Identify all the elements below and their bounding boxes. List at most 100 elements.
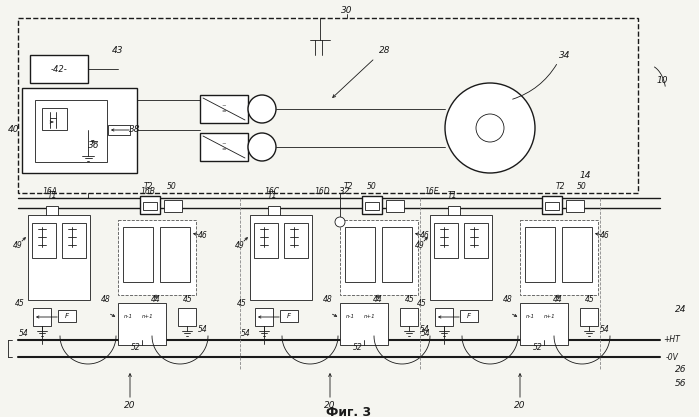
Text: 44: 44 xyxy=(553,296,563,304)
Bar xyxy=(365,202,379,210)
Bar xyxy=(400,308,418,326)
Text: 10: 10 xyxy=(656,75,668,85)
Text: +HT: +HT xyxy=(663,336,680,344)
Text: 48: 48 xyxy=(503,296,513,304)
Bar xyxy=(520,220,598,295)
Text: n-1: n-1 xyxy=(124,314,133,319)
Bar xyxy=(62,223,86,258)
Text: 49: 49 xyxy=(235,241,245,249)
Bar xyxy=(143,202,157,210)
Text: 46: 46 xyxy=(600,231,610,239)
Bar xyxy=(42,108,67,130)
Text: T2: T2 xyxy=(143,181,153,191)
Text: 38: 38 xyxy=(129,126,140,135)
Bar xyxy=(33,308,51,326)
Circle shape xyxy=(248,133,276,161)
Text: 54: 54 xyxy=(600,326,610,334)
Text: 43: 43 xyxy=(113,45,124,55)
Text: 16B: 16B xyxy=(140,186,155,196)
Bar xyxy=(140,196,160,214)
Text: 48: 48 xyxy=(323,296,333,304)
Bar xyxy=(382,227,412,282)
Bar xyxy=(520,303,568,345)
Text: T2: T2 xyxy=(555,181,565,191)
Bar xyxy=(580,308,598,326)
Bar xyxy=(250,215,312,300)
Bar xyxy=(18,18,638,193)
Text: 45: 45 xyxy=(585,296,595,304)
Bar xyxy=(464,223,488,258)
Text: 54: 54 xyxy=(420,326,430,334)
Circle shape xyxy=(476,114,504,142)
Text: ~
=: ~ = xyxy=(222,103,226,114)
Bar xyxy=(28,215,90,300)
Text: 49: 49 xyxy=(415,241,425,249)
Bar xyxy=(32,223,56,258)
Text: 16A: 16A xyxy=(43,186,57,196)
Text: T1: T1 xyxy=(447,191,456,199)
Text: F: F xyxy=(65,313,69,319)
Text: 26: 26 xyxy=(675,365,686,374)
Bar xyxy=(254,223,278,258)
Bar xyxy=(255,308,273,326)
Text: 24: 24 xyxy=(675,306,686,314)
Bar xyxy=(178,308,196,326)
Text: 46: 46 xyxy=(420,231,430,239)
Bar xyxy=(46,206,58,216)
Text: 16E: 16E xyxy=(425,186,439,196)
Bar xyxy=(340,220,418,295)
Text: 52: 52 xyxy=(533,344,543,352)
Bar xyxy=(200,133,248,161)
Bar xyxy=(22,88,137,173)
Text: T1: T1 xyxy=(267,191,277,199)
Text: 46: 46 xyxy=(198,231,208,239)
Text: 48: 48 xyxy=(101,296,111,304)
Text: 50: 50 xyxy=(367,181,377,191)
Text: 20: 20 xyxy=(124,400,136,409)
Text: Фиг. 3: Фиг. 3 xyxy=(326,407,372,417)
Text: 28: 28 xyxy=(380,45,391,55)
Text: T1: T1 xyxy=(48,191,57,199)
Bar xyxy=(30,55,88,83)
Text: n+1: n+1 xyxy=(545,314,556,319)
Text: F: F xyxy=(287,313,291,319)
Text: 56: 56 xyxy=(675,379,686,387)
Text: 50: 50 xyxy=(167,181,177,191)
Bar xyxy=(386,200,404,212)
Text: 44: 44 xyxy=(373,296,383,304)
Text: -0V: -0V xyxy=(665,352,679,362)
Text: 45: 45 xyxy=(405,296,415,304)
Text: n+1: n+1 xyxy=(364,314,376,319)
Bar xyxy=(566,200,584,212)
Text: 50: 50 xyxy=(577,181,587,191)
Bar xyxy=(362,196,382,214)
Text: n-1: n-1 xyxy=(526,314,535,319)
Bar xyxy=(280,310,298,322)
Text: 45: 45 xyxy=(237,299,247,307)
Bar xyxy=(200,95,248,123)
Text: 32: 32 xyxy=(339,186,351,196)
Circle shape xyxy=(248,95,276,123)
Text: 54: 54 xyxy=(19,329,29,337)
Bar xyxy=(542,196,562,214)
Text: F: F xyxy=(467,313,471,319)
Text: 14: 14 xyxy=(579,171,591,179)
Bar xyxy=(108,125,130,135)
Text: 52: 52 xyxy=(353,344,363,352)
Bar xyxy=(448,206,460,216)
Text: 20: 20 xyxy=(514,400,526,409)
Bar xyxy=(123,227,153,282)
Text: ~
=: ~ = xyxy=(222,142,226,152)
Bar xyxy=(268,206,280,216)
Text: T2: T2 xyxy=(343,181,353,191)
Circle shape xyxy=(335,217,345,227)
Text: 44: 44 xyxy=(151,296,161,304)
Text: 30: 30 xyxy=(341,5,353,15)
Bar xyxy=(430,215,492,300)
Text: 54: 54 xyxy=(241,329,251,337)
Bar xyxy=(434,223,458,258)
Text: 40: 40 xyxy=(8,126,20,135)
Text: n-1: n-1 xyxy=(345,314,354,319)
Bar xyxy=(525,227,555,282)
Text: 34: 34 xyxy=(559,50,571,60)
